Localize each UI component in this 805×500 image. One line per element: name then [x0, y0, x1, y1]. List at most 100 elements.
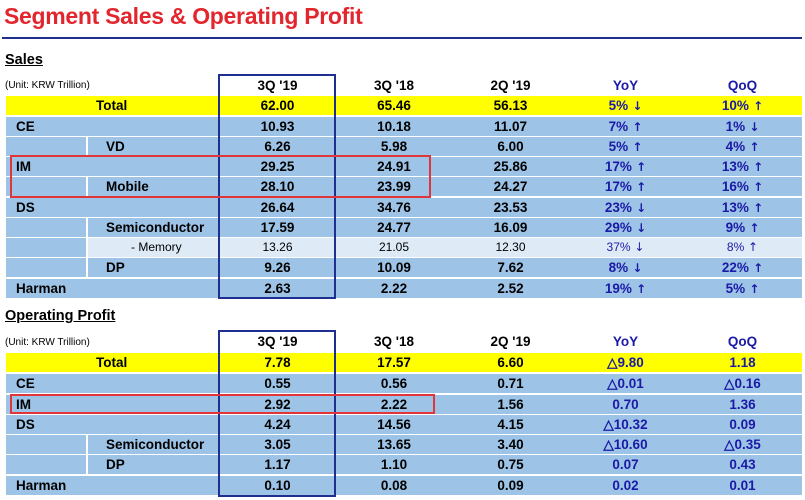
value-cell: 7.62 — [497, 260, 524, 275]
row-indent-band — [6, 435, 86, 454]
yoy-cell: △0.01 — [568, 374, 683, 393]
value-cell: 13.65 — [377, 437, 411, 452]
qoq-value: △0.35 — [724, 437, 761, 452]
value-cell: 9.26 — [264, 260, 291, 275]
op-header-qoq: QoQ — [727, 334, 758, 349]
qoq-cell: 22% ↑ — [683, 258, 802, 277]
sales-section-label: Sales — [5, 52, 43, 68]
value-cell: 24.77 — [377, 220, 411, 235]
value-cell: 10.18 — [377, 119, 411, 134]
yoy-value: △10.32 — [603, 417, 648, 432]
total-band — [6, 96, 802, 115]
op-header-2q19: 2Q '19 — [490, 334, 531, 349]
value-cell: 4.24 — [264, 417, 291, 432]
qoq-value: 9% — [725, 220, 746, 235]
yoy-cell: 7% ↑ — [568, 117, 683, 136]
value-cell: 4.15 — [497, 417, 524, 432]
arrow-up-icon: ↑ — [745, 221, 760, 235]
qoq-value: 4% — [725, 139, 746, 154]
arrow-up-icon: ↑ — [748, 180, 764, 194]
table-row: Mobile 28.10 23.99 24.27 17% ↑ 16% ↑ — [6, 177, 802, 197]
yoy-value: 19% — [604, 281, 632, 296]
page-title: Segment Sales & Operating Profit — [4, 3, 363, 29]
title-divider — [2, 37, 802, 39]
row-label: DP — [106, 457, 125, 472]
row-label: DS — [16, 417, 35, 432]
qoq-value: △0.16 — [724, 376, 761, 391]
table-row: DP 1.17 1.10 0.75 0.07 0.43 — [6, 455, 802, 475]
value-cell: 6.60 — [497, 355, 524, 370]
qoq-cell: △0.35 — [683, 435, 802, 454]
row-band — [88, 435, 802, 454]
arrow-up-icon: ↑ — [748, 201, 764, 215]
table-row: VD 6.26 5.98 6.00 5% ↑ 4% ↑ — [6, 137, 802, 157]
yoy-cell: 17% ↑ — [568, 157, 683, 176]
qoq-cell: 13% ↑ — [683, 157, 802, 176]
yoy-value: 0.70 — [612, 397, 639, 412]
value-cell: 2.92 — [264, 397, 291, 412]
value-cell: 17.57 — [377, 355, 411, 370]
sales-header-3q18: 3Q '18 — [374, 78, 414, 93]
row-label: Semiconductor — [106, 437, 205, 452]
yoy-cell: 19% ↑ — [568, 279, 683, 298]
row-label: VD — [106, 139, 125, 154]
qoq-value: 1.36 — [729, 397, 756, 412]
yoy-cell: 0.07 — [568, 455, 683, 474]
yoy-cell: 29% ↓ — [568, 218, 683, 237]
yoy-cell: 17% ↑ — [568, 177, 683, 196]
op-im-highlight-box — [10, 394, 435, 414]
table-row: IM 2.92 2.22 1.56 0.70 1.36 — [6, 395, 802, 415]
value-cell: 2.63 — [264, 281, 291, 296]
arrow-down-icon: ↓ — [631, 221, 647, 235]
qoq-value: 0.43 — [729, 457, 756, 472]
arrow-up-icon: ↑ — [631, 160, 647, 174]
value-cell: 62.00 — [260, 98, 295, 113]
row-band — [88, 258, 802, 277]
sales-header-qoq: QoQ — [727, 78, 758, 93]
arrow-up-icon: ↑ — [628, 120, 643, 134]
table-row: DS 4.24 14.56 4.15 △10.32 0.09 — [6, 415, 802, 435]
table-row: Total 62.00 65.46 56.13 5% ↓ 10% ↑ — [6, 96, 802, 116]
row-band — [6, 476, 802, 495]
table-row: DP 9.26 10.09 7.62 8% ↓ 22% ↑ — [6, 258, 802, 278]
row-label: Semiconductor — [106, 220, 205, 235]
value-cell: 34.76 — [377, 200, 411, 215]
qoq-value: 8% — [726, 240, 745, 254]
qoq-cell: 9% ↑ — [683, 218, 802, 237]
row-band — [6, 117, 802, 136]
value-cell: 24.91 — [377, 159, 411, 174]
value-cell: 25.86 — [493, 159, 528, 174]
qoq-cell: 1% ↓ — [683, 117, 802, 136]
yoy-value: △9.80 — [607, 355, 644, 370]
value-cell: 5.98 — [380, 139, 408, 154]
arrow-down-icon: ↓ — [631, 201, 647, 215]
arrow-up-icon: ↑ — [748, 99, 764, 113]
row-band — [6, 157, 802, 176]
row-band — [88, 218, 802, 237]
total-band — [6, 353, 802, 372]
yoy-value: 29% — [604, 220, 632, 235]
yoy-cell: △9.80 — [568, 353, 683, 372]
table-row: Semiconductor 3.05 13.65 3.40 △10.60 △0.35 — [6, 435, 802, 455]
row-label: DS — [16, 200, 35, 215]
yoy-cell: △10.60 — [568, 435, 683, 454]
row-band — [88, 238, 802, 257]
row-label: CE — [16, 376, 35, 391]
qoq-cell: 8% ↑ — [683, 238, 802, 257]
row-indent-band — [6, 218, 86, 237]
op-unit-label: (Unit: KRW Trillion) — [5, 337, 90, 348]
value-cell: 65.46 — [377, 98, 411, 113]
row-label: Harman — [16, 478, 67, 493]
value-cell: 12.30 — [495, 240, 526, 254]
qoq-cell: 0.01 — [683, 476, 802, 495]
value-cell: 11.07 — [493, 119, 528, 134]
table-row: DS 26.64 34.76 23.53 23% ↓ 13% ↑ — [6, 198, 802, 218]
row-indent-band — [6, 455, 86, 474]
qoq-cell: 1.18 — [683, 353, 802, 372]
row-band — [6, 279, 802, 298]
row-indent-band — [6, 177, 86, 196]
yoy-cell: 8% ↓ — [568, 258, 683, 277]
value-cell: 29.25 — [260, 159, 295, 174]
row-band — [6, 374, 802, 393]
row-label: Total — [96, 98, 128, 113]
